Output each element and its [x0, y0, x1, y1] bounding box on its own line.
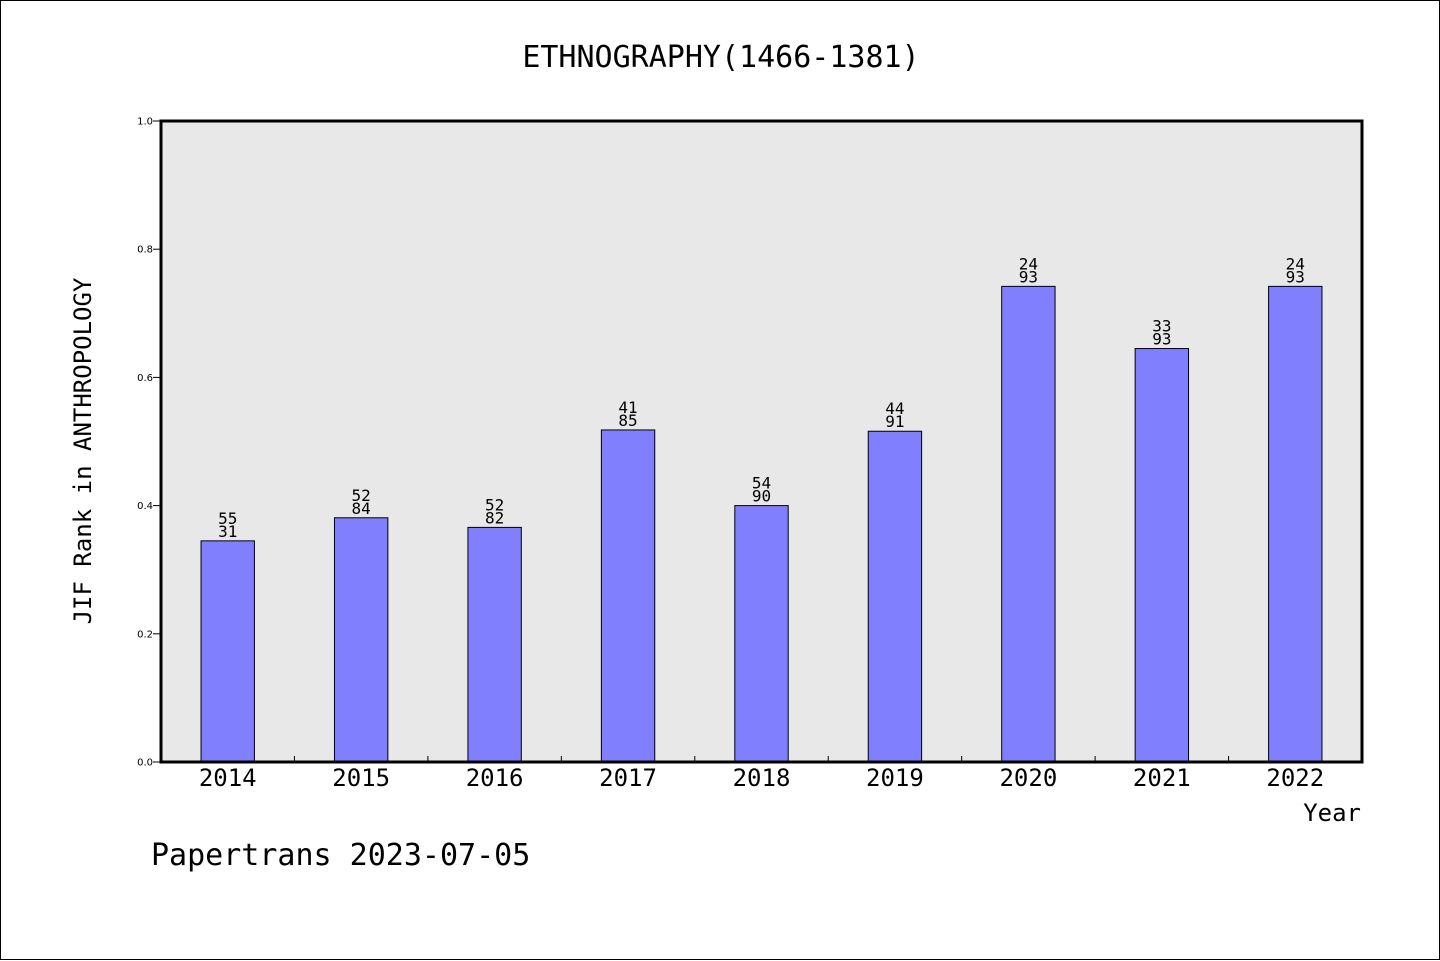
x-tick-label: 2015: [332, 764, 390, 792]
bar-label-top: 52: [352, 486, 371, 505]
bar-2021: [1134, 348, 1190, 763]
x-axis-label: Year: [1303, 799, 1361, 827]
chart-title: ETHNOGRAPHY(1466-1381): [522, 40, 919, 75]
plot-border: [159, 119, 1364, 764]
bar-2016: [467, 526, 522, 763]
bar-2022: [1268, 285, 1323, 763]
x-tick-label: 2019: [866, 764, 924, 792]
bar-label-top: 24: [1019, 254, 1038, 273]
bar-label-top: 55: [218, 509, 237, 528]
y-tick-label: 0.0: [137, 758, 153, 769]
bar-label-bottom: 93: [1152, 330, 1171, 349]
bar-label-top: 24: [1286, 254, 1305, 273]
y-axis-label: JIF Rank in ANTHROPOLOGY: [69, 277, 97, 624]
x-tick-label: 2017: [599, 764, 657, 792]
x-tick-label: 2021: [1133, 764, 1191, 792]
y-tick-label: 0.6: [137, 373, 153, 384]
bar-labels: 2014553120155284201652822017418520185490…: [199, 254, 1324, 792]
bar-label-top: 33: [1152, 317, 1171, 336]
y-tick-label: 0.8: [137, 245, 153, 256]
bar-2015: [333, 517, 389, 763]
bar-label-bottom: 85: [618, 411, 637, 430]
bar-label-bottom: 93: [1286, 267, 1305, 286]
bar-label-bottom: 84: [352, 499, 371, 518]
footer-credit: Papertrans 2023-07-05: [151, 838, 530, 873]
y-tick-label: 1.0: [137, 117, 153, 128]
bar-2020: [1001, 285, 1056, 763]
x-tick-label: 2016: [466, 764, 524, 792]
bar-2019: [867, 430, 923, 763]
bar-label-top: 54: [752, 474, 771, 493]
bar-label-top: 41: [618, 398, 637, 417]
bar-2017: [600, 429, 656, 763]
x-tick-label: 2022: [1266, 764, 1324, 792]
y-tick-label: 0.2: [137, 629, 153, 640]
y-tick-label: 0.4: [137, 501, 153, 512]
bar-label-bottom: 91: [885, 412, 904, 431]
x-tick-label: 2018: [733, 764, 791, 792]
bar-label-bottom: 31: [218, 522, 237, 541]
x-tick-label: 2020: [999, 764, 1057, 792]
bar-label-bottom: 90: [752, 487, 771, 506]
bars: [200, 285, 1323, 763]
bar-2014: [200, 540, 255, 763]
bar-label-top: 52: [485, 495, 504, 514]
bar-2018: [734, 505, 789, 763]
bar-label-bottom: 82: [485, 508, 504, 527]
bar-label-bottom: 93: [1019, 267, 1038, 286]
bar-label-top: 44: [885, 399, 904, 418]
x-tick-label: 2014: [199, 764, 257, 792]
